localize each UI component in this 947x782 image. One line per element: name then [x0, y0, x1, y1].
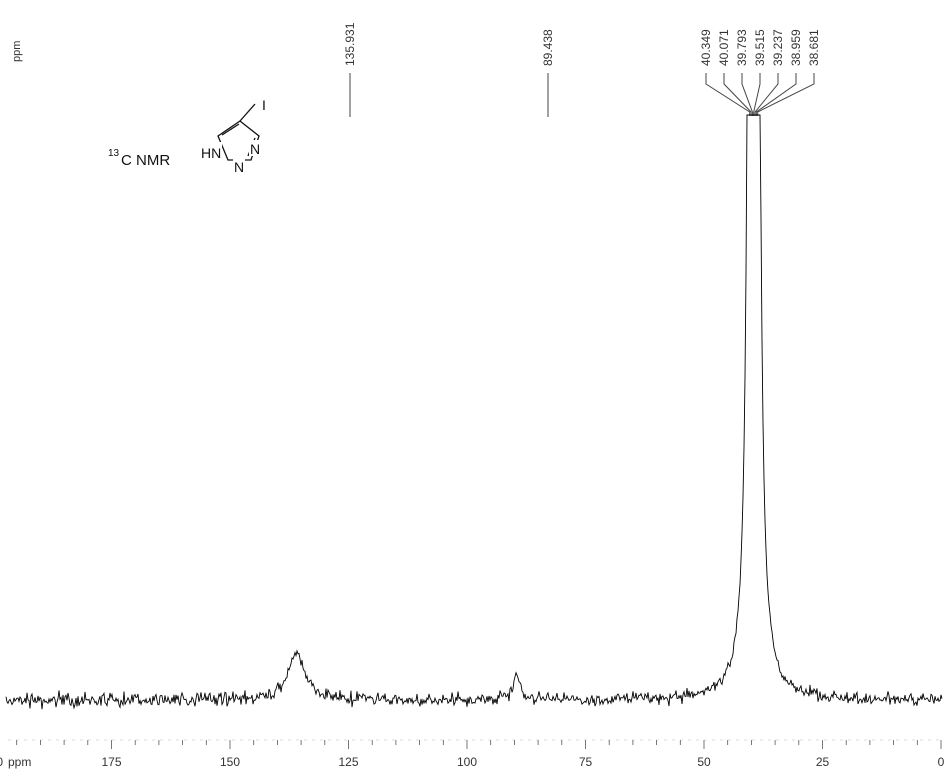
- atom-label-n2: N: [234, 159, 244, 175]
- isotope-superscript: 13: [108, 148, 120, 159]
- peak-label: 39.237: [771, 29, 785, 66]
- x-tick-label: 50: [697, 755, 711, 769]
- peak-label-leader: [755, 73, 797, 116]
- x-tick-label: 0: [938, 755, 945, 769]
- x-tick-label: 150: [220, 755, 240, 769]
- peak-label: 38.681: [807, 29, 821, 66]
- peak-label: 89.438: [541, 29, 555, 66]
- peak-labels: 135.931 89.438 40.349 40.071 39.793 39.515 39.…: [343, 22, 821, 117]
- y-axis-unit-label: ppm: [11, 41, 23, 62]
- nmr-title: 13 C NMR: [108, 148, 170, 169]
- peak-label-leader: [723, 73, 752, 116]
- atom-label-n3: N: [250, 141, 260, 157]
- peak-label: 39.793: [735, 29, 749, 66]
- peak-label: 40.071: [717, 29, 731, 66]
- peak-label-leader: [757, 73, 815, 116]
- x-tick-label: 75: [579, 755, 593, 769]
- x-tick-label: 125: [338, 755, 358, 769]
- peak-label: 39.515: [753, 29, 767, 66]
- peak-label: 38.959: [789, 29, 803, 66]
- peak-label-leader: [754, 73, 779, 116]
- ring-double-bond: [221, 123, 240, 136]
- x-tick-label: 25: [816, 755, 830, 769]
- atom-label-iodine: I: [262, 97, 266, 113]
- peak-label-leader: [753, 73, 761, 116]
- iodotriazole-structure: I HN N N: [200, 96, 270, 175]
- peak-label: 40.349: [699, 29, 713, 66]
- x-tick-label: 200: [0, 755, 3, 769]
- spectrum-trace: [5, 114, 943, 710]
- x-tick-label: 175: [101, 755, 121, 769]
- iodine-bond: [239, 103, 256, 122]
- x-axis: 200 175 150 125 100 75 50 25 0 ppm: [0, 739, 945, 769]
- peak-label-leader: [741, 73, 753, 116]
- spectrum-type-label: C NMR: [121, 152, 170, 169]
- x-tick-label: 100: [457, 755, 477, 769]
- x-axis-unit-label: ppm: [8, 755, 31, 769]
- peak-label: 135.931: [343, 22, 357, 66]
- peak-label-leader: [705, 73, 751, 116]
- atom-label-nh: HN: [201, 145, 221, 161]
